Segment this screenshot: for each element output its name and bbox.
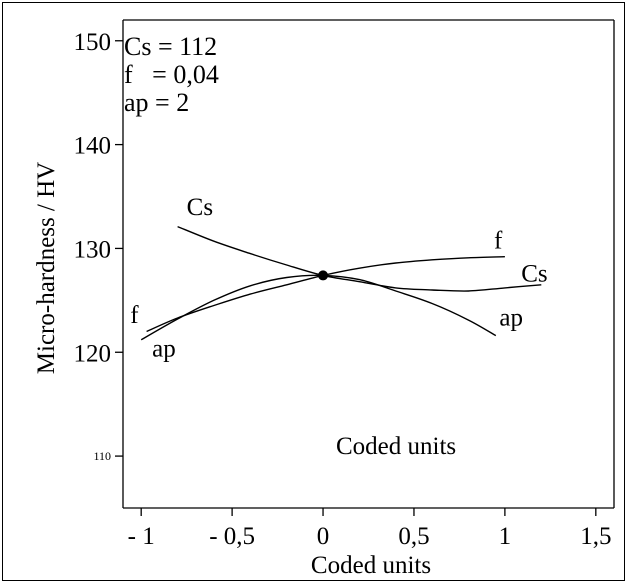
x-tick-label: - 0,5	[209, 523, 255, 550]
inner-coded-units-label: Coded units	[336, 433, 456, 460]
annotation-cs: Cs = 112	[124, 32, 217, 61]
x-tick-label: 1,5	[580, 523, 611, 550]
x-tick-label: 0,5	[398, 523, 429, 550]
x-tick-label: - 1	[128, 523, 155, 550]
x-axis-label: Coded units	[311, 552, 431, 579]
series-label-Cs: Cs	[521, 261, 547, 288]
series-label-ap: ap	[499, 304, 523, 331]
axis-ticks: - 1 - 0,5 0 0,5 1 1,5 110 120 130 140 150	[74, 29, 612, 550]
series-line-f	[146, 256, 505, 333]
y-tick-label: 110	[93, 449, 111, 463]
x-tick-label: 0	[317, 523, 330, 550]
series-line-Cs	[177, 225, 542, 292]
center-point	[318, 270, 329, 281]
annotation-f: f = 0,04	[124, 60, 219, 89]
annotation-ap: ap = 2	[124, 88, 189, 117]
y-tick-label: 150	[74, 29, 112, 56]
series-label-f: f	[494, 227, 503, 254]
series-label-Cs: Cs	[187, 194, 213, 221]
y-tick-label: 130	[74, 236, 112, 263]
y-axis-label: Micro-hardness / HV	[33, 162, 60, 374]
series-line-ap	[140, 274, 497, 341]
x-tick-label: 1	[499, 523, 512, 550]
y-tick-label: 120	[74, 340, 112, 367]
series-label-ap: ap	[152, 335, 176, 362]
series-label-f: f	[130, 302, 139, 329]
series-curves	[140, 225, 542, 341]
y-tick-label: 140	[74, 133, 112, 160]
